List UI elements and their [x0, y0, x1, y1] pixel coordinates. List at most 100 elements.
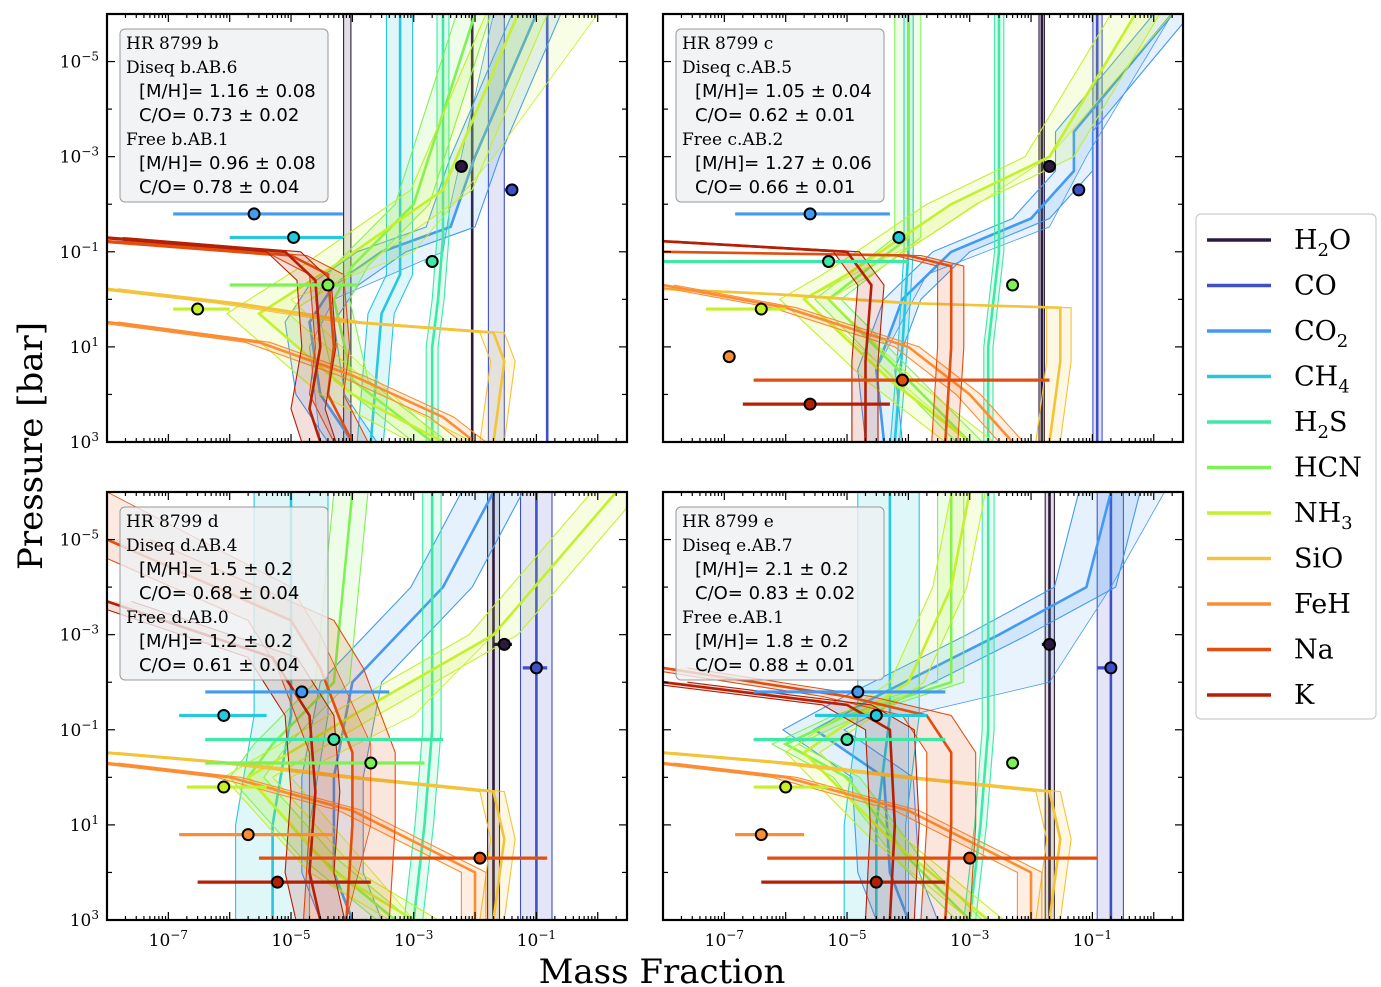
- profile-band-K: [107, 601, 345, 920]
- profile-hi-H2S: [975, 492, 995, 920]
- axes-frame: [661, 490, 1185, 922]
- point-H2O: [1043, 637, 1057, 651]
- legend-label: FeH: [1294, 589, 1351, 620]
- profile-lo-H2S: [983, 14, 996, 442]
- profile-HCN: [246, 492, 397, 920]
- profile-band-CH4: [357, 14, 413, 442]
- annotation-box: HR 8799 c Diseq c.AB.5 [M/H]= 1.05 ± 0.04 C…: [675, 28, 885, 203]
- y-tick-label: 10−1: [60, 718, 99, 741]
- x-tick-label: 10−3: [394, 928, 433, 951]
- point-Na: [473, 851, 487, 865]
- legend-label: Na: [1294, 635, 1334, 666]
- legend-entry-H2S: H2S: [1207, 407, 1348, 443]
- profile-CH4: [369, 14, 402, 442]
- annotation-box: HR 8799 e Diseq e.AB.7 [M/H]= 2.1 ± 0.2 C/O…: [675, 506, 885, 681]
- free-model: Free c.AB.2: [682, 130, 783, 150]
- diseq-model: Diseq e.AB.7: [682, 536, 793, 556]
- diseq-co-ratio: C/O= 0.68 ± 0.04: [139, 583, 299, 604]
- legend-label: CH4: [1294, 362, 1350, 398]
- free-metallicity: [M/H]= 0.96 ± 0.08: [139, 153, 316, 174]
- profile-HCN: [826, 14, 971, 442]
- profile-K: [107, 236, 322, 442]
- point-CO2: [851, 685, 865, 699]
- ticks: [106, 491, 628, 921]
- free-metallicity: [M/H]= 1.8 ± 0.2: [695, 631, 849, 652]
- profile-band-NH3: [785, 492, 1004, 920]
- ticks: [662, 491, 1184, 921]
- x-tick-label: 10−5: [827, 928, 866, 951]
- profile-hi-CO2: [362, 492, 524, 920]
- point-HCN: [364, 756, 378, 770]
- annotation-background: [675, 506, 885, 681]
- x-tick-label: 10−3: [950, 928, 989, 951]
- point-FeH: [722, 350, 736, 364]
- profile-NH3: [802, 492, 990, 920]
- profile-band-HCN: [229, 492, 411, 920]
- panel-d: 10−5 10−3 10−1 101 103 10−7 10−5 10−3 10−1 HR 879…: [60, 490, 629, 951]
- free-model: Free b.AB.1: [126, 130, 229, 150]
- profile-band-FeH: [107, 322, 486, 442]
- point-HCN: [321, 278, 335, 292]
- profile-band-CO2: [285, 14, 561, 442]
- point-Na: [963, 851, 977, 865]
- diseq-model: Diseq d.AB.4: [126, 536, 237, 556]
- profile-hi-CO2: [333, 14, 562, 442]
- y-axis-title: Pressure [bar]: [11, 322, 51, 570]
- profile-band-NH3: [223, 492, 627, 920]
- profile-SiO: [107, 751, 506, 920]
- point-H2O: [1043, 159, 1057, 173]
- point-K: [270, 875, 284, 889]
- annotation-background: [675, 28, 885, 203]
- profile-lo-NH3: [784, 492, 971, 920]
- x-tick-label: 10−7: [149, 928, 188, 951]
- legend-entry-FeH: FeH: [1207, 589, 1351, 620]
- x-tick-label: 10−7: [705, 928, 744, 951]
- ticks: [662, 13, 1184, 443]
- y-tick-label: 10−1: [60, 240, 99, 263]
- legend-label: CO2: [1294, 316, 1348, 352]
- panel-b: 10−5 10−3 10−1 101 103 HR 8799 b Diseq b.AB.6 […: [60, 12, 629, 453]
- profile-lo-NH3: [225, 14, 487, 442]
- profile-H2S: [986, 14, 1001, 442]
- free-co-ratio: C/O= 0.78 ± 0.04: [139, 177, 299, 198]
- point-CO2: [803, 207, 817, 221]
- profile-hi-HCN: [840, 14, 983, 442]
- legend-label: CO: [1294, 271, 1337, 302]
- profile-band-CO2: [857, 14, 1183, 442]
- diseq-metallicity: [M/H]= 2.1 ± 0.2: [695, 559, 849, 580]
- diseq-model: Diseq c.AB.5: [682, 58, 792, 78]
- point-CO: [529, 661, 543, 675]
- profile-band-Na: [663, 667, 976, 920]
- profile-hi-H2S: [992, 14, 1005, 442]
- free-co-ratio: C/O= 0.66 ± 0.01: [695, 177, 855, 198]
- profile-lo-K: [107, 238, 303, 442]
- legend-label: H2S: [1294, 407, 1348, 443]
- planet-name: HR 8799 d: [126, 512, 219, 532]
- x-axis-title: Mass Fraction: [539, 952, 786, 987]
- profile-NH3: [256, 14, 520, 442]
- profile-HCN: [332, 14, 477, 442]
- point-NH3: [191, 302, 205, 316]
- diseq-metallicity: [M/H]= 1.5 ± 0.2: [139, 559, 293, 580]
- legend-label: SiO: [1294, 544, 1343, 575]
- profile-SiO: [107, 287, 506, 442]
- axes-frame: [105, 490, 629, 922]
- profile-band-CO: [488, 14, 505, 442]
- ticks: [106, 13, 628, 443]
- point-H2S: [822, 254, 836, 268]
- point-H2O: [497, 637, 511, 651]
- profile-lo-FeH: [107, 323, 462, 442]
- point-Na: [895, 373, 909, 387]
- point-CO: [1072, 183, 1086, 197]
- diseq-co-ratio: C/O= 0.73 ± 0.02: [139, 105, 299, 126]
- point-FeH: [754, 828, 768, 842]
- legend-entry-H2O: H2O: [1207, 225, 1351, 261]
- profile-lo-H2S: [403, 492, 424, 920]
- panel-e: 10−7 10−5 10−3 10−1 HR 8799 e Diseq e.AB.7 [M/…: [661, 490, 1185, 951]
- panel-c: HR 8799 c Diseq c.AB.5 [M/H]= 1.05 ± 0.04 C…: [661, 12, 1185, 444]
- panels: 10−5 10−3 10−1 101 103 HR 8799 b Diseq b.AB.6 […: [60, 12, 1185, 951]
- point-CH4: [892, 230, 906, 244]
- point-CO: [1104, 661, 1118, 675]
- planet-name: HR 8799 c: [682, 34, 773, 54]
